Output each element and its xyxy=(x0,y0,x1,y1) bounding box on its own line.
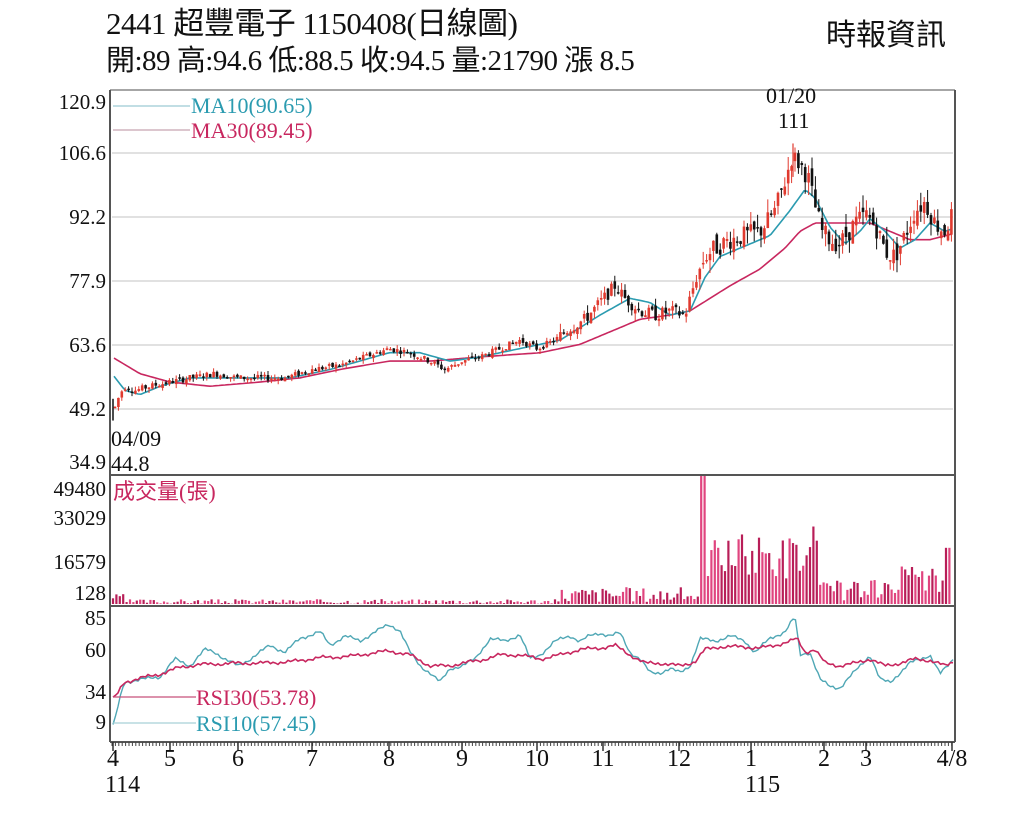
low-date: 04/09 xyxy=(111,426,161,451)
price-tick-label: 106.6 xyxy=(59,141,106,165)
high-date: 01/20 xyxy=(766,83,816,108)
x-month-label: 3 xyxy=(860,746,872,772)
x-month-label: 12 xyxy=(667,746,691,772)
price-legend: MA10(90.65) MA30(89.45) xyxy=(113,93,313,143)
price-tick-label: 92.2 xyxy=(69,205,106,229)
price-tick-label: 77.9 xyxy=(69,269,106,293)
high-value: 111 xyxy=(778,108,809,133)
y-axis-labels: 120.9 106.6 92.2 77.9 63.6 49.2 34.9 49480 33029… xyxy=(54,90,107,734)
x-year-label: 115 xyxy=(745,772,780,798)
volume-tick-label: 33029 xyxy=(54,506,107,530)
rsi-tick-label: 9 xyxy=(96,710,107,734)
ohlc-stats: 開:89 高:94.6 低:88.5 收:94.5 量:21790 漲 8.5 xyxy=(106,45,635,77)
volume-tick-label: 128 xyxy=(75,581,107,605)
x-month-label: 1 xyxy=(745,746,757,772)
x-year-label: 114 xyxy=(105,772,140,798)
price-gridlines xyxy=(112,152,953,410)
volume-tick-label: 49480 xyxy=(54,477,107,501)
x-axis-ticks xyxy=(111,742,953,751)
x-month-label: 8 xyxy=(383,746,395,772)
price-tick-label: 120.9 xyxy=(59,90,106,114)
x-month-label: 2 xyxy=(818,746,830,772)
x-month-label: 9 xyxy=(456,746,468,772)
low-value: 44.8 xyxy=(111,451,150,476)
x-month-label: 5 xyxy=(164,746,176,772)
rsi10-legend: RSI10(57.45) xyxy=(196,711,316,736)
chart-title: 2441 超豐電子 1150408(日線圖) xyxy=(106,6,518,41)
price-tick-label: 34.9 xyxy=(69,450,106,474)
x-month-label: 4 xyxy=(107,746,119,772)
ma30-line xyxy=(113,222,952,388)
price-annotations: 01/20 111 04/09 44.8 xyxy=(111,83,816,476)
rsi-tick-label: 34 xyxy=(85,680,107,704)
candlesticks xyxy=(112,143,953,421)
x-month-label: 4/8 xyxy=(937,746,968,772)
rsi-tick-label: 85 xyxy=(85,606,106,630)
x-month-label: 11 xyxy=(591,746,614,772)
x-month-label: 10 xyxy=(525,746,549,772)
x-month-label: 6 xyxy=(232,746,244,772)
volume-title: 成交量(張) xyxy=(113,479,216,504)
x-month-label: 7 xyxy=(306,746,318,772)
volume-tick-label: 16579 xyxy=(54,550,107,574)
price-tick-label: 63.6 xyxy=(69,333,106,357)
price-tick-label: 49.2 xyxy=(69,397,106,421)
rsi-tick-label: 60 xyxy=(85,638,106,662)
ma10-legend: MA10(90.65) xyxy=(191,93,313,118)
ma10-line xyxy=(113,190,952,396)
rsi-legend: RSI30(53.78) RSI10(57.45) xyxy=(113,685,316,736)
volume-bars xyxy=(111,476,951,604)
rsi30-line xyxy=(112,637,954,698)
panel-frames xyxy=(109,89,956,743)
source-label: 時報資訊 xyxy=(826,19,946,52)
ma30-legend: MA30(89.45) xyxy=(191,118,313,143)
rsi30-legend: RSI30(53.78) xyxy=(196,685,316,710)
